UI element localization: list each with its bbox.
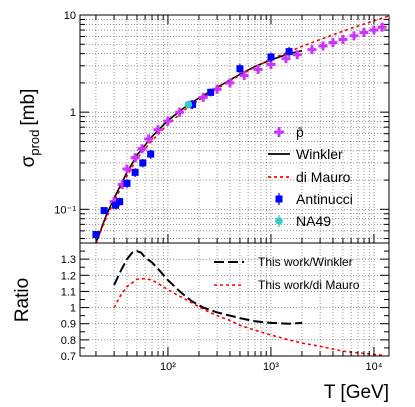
legend-label: Winkler [296,146,343,162]
pbar-marker [292,50,302,60]
series-line-dimauro [95,15,390,244]
antinucci-square [112,201,120,209]
antinucci-marker [267,52,275,62]
antinucci-marker [207,88,215,97]
pbar-marker [130,153,140,163]
pbar-marker [328,38,338,48]
legend-label: Antinucci [296,191,353,207]
top-panel-series [92,15,390,244]
pbar-marker [253,64,263,74]
pbar-marker [359,28,369,38]
antinucci-marker [236,63,244,75]
antinucci-square [236,65,244,73]
bottom-y-axis-title: Ratio [12,278,33,322]
y-tick-label: 10⁻¹ [54,204,76,216]
pbar-marker [198,92,208,102]
pbar-marker [163,116,173,126]
series-line-winkler [95,49,303,244]
ratio-legend-label: This work/di Mauro [258,278,360,292]
pbar-marker [307,45,317,55]
ratio-legend-entry: This work/Winkler [214,255,353,269]
pbar-marker [239,71,249,81]
top-legend: p̄ Winkler di Mauro Antinucci NA49 [268,124,353,229]
legend-entry: Antinucci [275,191,353,207]
pbar-marker [122,164,132,174]
y-tick-label: 1.1 [61,286,76,298]
y-tick-label: 0.7 [61,351,76,363]
pbar-marker [377,22,387,32]
antinucci-square [267,53,275,61]
pbar-marker [144,134,154,144]
pbar-marker [153,125,163,135]
y-tick-label: 0.9 [61,319,76,331]
x-tick-label: 10³ [263,361,279,373]
antinucci-square [285,48,293,56]
x-tick-label: 10² [160,361,176,373]
y-title-main: σ [18,155,39,167]
y-tick-label: 1 [70,107,76,119]
pbar-marker [318,41,328,51]
antinucci-marker [131,168,139,178]
y-title-sub: prod [27,130,42,156]
antinucci-marker [139,158,147,168]
pbar-marker [225,78,235,88]
y-title-unit: [mb] [18,89,39,126]
y-tick-label: 1 [70,303,76,315]
antinucci-square [207,88,215,96]
antinucci-marker [147,149,155,159]
y-tick-label: 1.3 [61,254,76,266]
y-tick-label: 1.2 [61,270,76,282]
ratio-legend-label: This work/Winkler [258,255,353,269]
legend-label: NA49 [296,213,331,229]
antinucci-marker [112,201,120,210]
x-axis-title: T [GeV] [324,382,389,403]
legend-label: di Mauro [296,169,351,185]
antinucci-square [123,179,131,187]
antinucci-square [147,150,155,158]
na49-circle [184,100,193,109]
na49-marker [184,100,193,109]
antinucci-square [139,159,147,167]
legend-square [275,195,283,203]
x-tick-label: 10⁴ [365,361,382,373]
legend-entry: NA49 [275,213,331,229]
legend-entry: di Mauro [268,169,351,185]
top-panel-grid [80,14,389,243]
y-tick-label: 0.8 [61,335,76,347]
antinucci-square [92,231,100,239]
ratio-legend-entry: This work/di Mauro [214,278,360,292]
antinucci-marker [100,207,108,215]
top-y-axis-title: σprod [mb] [18,89,42,168]
tick-labels: 10² 10³ 10⁴ 10⁻¹ 1 10 0.7 0.8 0.9 1 1.1 1.2 1.3 [54,10,382,373]
antinucci-marker [188,100,196,109]
pbar-marker [175,107,185,117]
antinucci-marker [92,230,100,239]
pbar-marker [338,34,348,44]
pbar-marker [369,25,379,35]
antinucci-marker [116,197,124,207]
antinucci-marker [285,46,293,57]
pbar-marker [137,144,147,154]
antinucci-marker [123,179,131,189]
bottom-legend: This work/Winkler This work/di Mauro [214,255,360,292]
y-tick-label: 10 [64,10,76,22]
antinucci-square [131,168,139,176]
antinucci-square [116,198,124,206]
antinucci-square [188,100,196,108]
ratio-line-winkler [113,250,303,325]
pbar-marker [281,54,291,64]
legend-label: p̄ [296,124,304,140]
pbar-marker [349,31,359,41]
legend-entry: Winkler [268,146,343,162]
antinucci-square [100,207,108,215]
legend-circle [275,217,283,225]
bottom-panel-series [113,250,383,356]
legend-entry: p̄ [274,124,304,140]
axis-ticks [80,14,389,357]
ratio-line-dimauro [113,277,383,356]
